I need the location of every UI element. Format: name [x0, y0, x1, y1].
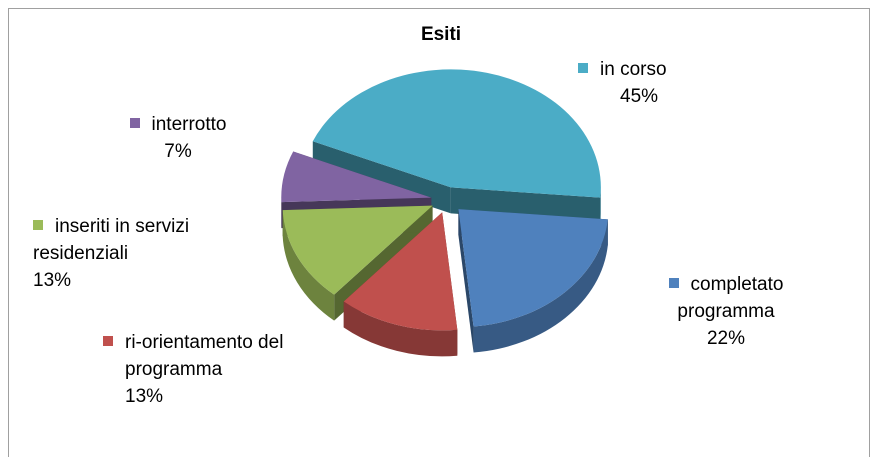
data-label-name: in corso	[578, 56, 698, 83]
data-label: inseriti in servizi residenziali 13%	[33, 213, 253, 294]
slice-side	[282, 210, 335, 321]
value-label: 13%	[125, 386, 164, 407]
data-label-name: inseriti in servizi residenziali	[33, 213, 253, 267]
slice-top	[312, 69, 601, 198]
category-label: interrotto	[151, 114, 227, 135]
legend-swatch	[668, 278, 679, 288]
data-label-name: ri-orientamento del programma	[103, 329, 348, 383]
slice-top	[458, 209, 608, 327]
data-label: interrotto 7%	[93, 111, 263, 165]
data-label-name: completato programma	[636, 271, 816, 325]
category-label: in corso	[600, 59, 667, 80]
slice-top	[343, 212, 458, 331]
data-label: in corso 45%	[578, 56, 698, 110]
legend-swatch	[578, 63, 588, 73]
slice	[343, 212, 458, 357]
data-label-name: interrotto	[93, 111, 263, 138]
value-label: 22%	[706, 328, 746, 349]
data-label: completato programma 22%	[636, 271, 816, 352]
value-label: 13%	[33, 270, 72, 291]
legend-swatch	[33, 220, 43, 230]
slice-side	[600, 187, 601, 224]
chart-title: Esiti	[420, 24, 462, 45]
slice-side	[343, 301, 458, 357]
data-label: ri-orientamento del programma 13%	[103, 329, 348, 410]
slice-top	[282, 205, 433, 295]
legend-swatch	[103, 336, 113, 346]
category-label: completato programma	[677, 274, 784, 322]
value-label: 7%	[164, 141, 192, 162]
category-label: ri-orientamento del programma	[125, 332, 284, 380]
slice-top	[281, 151, 432, 203]
chart-border	[8, 8, 870, 457]
value-label: 45%	[620, 86, 659, 107]
category-label: inseriti in servizi residenziali	[33, 216, 190, 264]
slice-side	[473, 219, 608, 353]
slice-wall	[458, 209, 474, 353]
legend-swatch	[129, 118, 140, 128]
slice	[458, 209, 608, 353]
